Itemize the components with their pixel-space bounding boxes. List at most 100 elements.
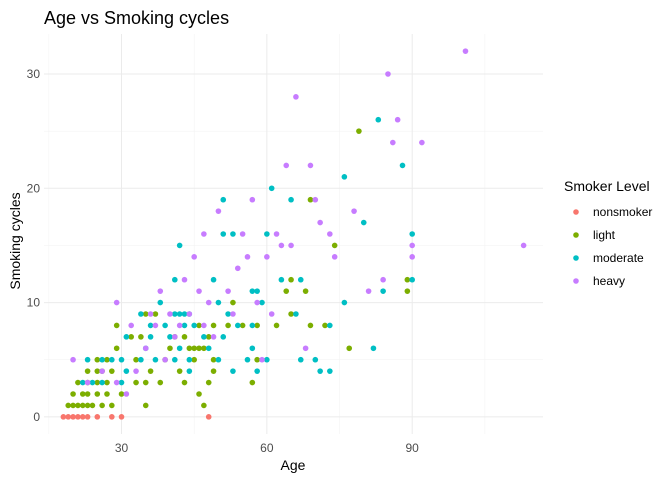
data-point-heavy <box>264 254 270 260</box>
data-point-moderate <box>220 231 227 237</box>
data-point-moderate <box>259 299 265 306</box>
data-point-moderate <box>220 196 227 203</box>
data-point-moderate <box>244 356 251 363</box>
data-point-light <box>181 334 188 340</box>
data-point-heavy <box>162 356 168 363</box>
data-point-moderate <box>99 379 105 386</box>
data-point-light <box>210 356 217 363</box>
data-point-heavy <box>268 311 275 317</box>
data-point-moderate <box>293 311 299 317</box>
data-point-moderate <box>225 311 231 317</box>
x-axis-title: Age <box>281 457 306 473</box>
data-point-light <box>109 368 115 374</box>
data-point-moderate <box>264 231 270 237</box>
legend-key-moderate <box>573 255 579 261</box>
y-axis-title: Smoking cycles <box>7 192 23 289</box>
data-point-moderate <box>297 276 304 283</box>
data-point-moderate <box>205 345 212 352</box>
data-point-light <box>133 379 139 386</box>
data-point-heavy <box>317 219 323 226</box>
data-point-moderate <box>409 276 415 283</box>
x-tick-label: 30 <box>115 441 129 455</box>
data-point-heavy <box>230 311 236 317</box>
data-point-moderate <box>220 334 227 340</box>
data-point-moderate <box>123 334 130 340</box>
data-point-light <box>201 402 207 409</box>
data-point-heavy <box>99 368 105 374</box>
data-point-heavy <box>278 242 285 249</box>
data-point-nonsmoker <box>94 414 101 420</box>
data-point-moderate <box>409 231 415 237</box>
data-point-light <box>84 402 91 409</box>
data-point-heavy <box>249 196 256 203</box>
data-point-moderate <box>360 219 367 226</box>
data-point-light <box>84 368 91 374</box>
data-point-light <box>176 368 183 374</box>
data-point-heavy <box>462 48 469 54</box>
data-point-light <box>196 345 202 352</box>
data-point-moderate <box>317 368 323 374</box>
data-point-heavy <box>419 139 425 146</box>
data-point-moderate <box>147 322 154 329</box>
legend: Smoker Level nonsmoker light moderate heavy <box>564 178 652 288</box>
data-point-light <box>142 402 149 409</box>
data-point-light <box>109 402 115 409</box>
data-point-light <box>186 345 193 352</box>
data-point-moderate <box>268 185 275 192</box>
data-point-heavy <box>172 334 178 340</box>
data-point-moderate <box>138 311 144 317</box>
data-point-light <box>138 334 144 340</box>
y-tick-labels: 0 10 20 30 <box>27 67 41 424</box>
data-point-heavy <box>331 254 338 260</box>
data-point-heavy <box>390 139 396 146</box>
y-tick-label: 10 <box>27 296 41 310</box>
legend-title: Smoker Level <box>564 178 650 194</box>
data-point-nonsmoker <box>65 414 72 420</box>
legend-label-light: light <box>593 228 616 242</box>
data-point-moderate <box>230 231 236 237</box>
data-point-moderate <box>181 311 188 317</box>
data-point-moderate <box>210 276 217 283</box>
data-point-heavy <box>365 288 372 294</box>
data-point-light <box>99 402 105 409</box>
data-point-moderate <box>152 356 159 363</box>
data-point-light <box>94 368 101 374</box>
data-point-heavy <box>327 231 333 237</box>
data-point-heavy <box>302 345 309 352</box>
data-point-heavy <box>288 242 294 249</box>
data-point-nonsmoker <box>60 414 67 420</box>
data-point-moderate <box>123 368 130 374</box>
data-point-moderate <box>118 356 125 363</box>
data-point-light <box>113 322 120 329</box>
data-point-heavy <box>409 254 415 260</box>
data-point-moderate <box>254 288 260 294</box>
data-point-light <box>210 368 217 374</box>
chart-title: Age vs Smoking cycles <box>44 8 229 28</box>
data-point-moderate <box>249 288 256 294</box>
data-point-moderate <box>191 322 197 329</box>
y-tick-label: 30 <box>27 67 41 81</box>
data-point-heavy <box>191 254 197 260</box>
data-point-light <box>302 288 309 294</box>
data-point-light <box>201 345 207 352</box>
data-point-heavy <box>205 299 212 306</box>
data-point-light <box>65 402 72 409</box>
data-point-heavy <box>113 379 120 386</box>
data-point-moderate <box>157 299 164 306</box>
data-point-light <box>133 356 139 363</box>
data-point-light <box>191 356 197 363</box>
data-point-light <box>113 345 120 352</box>
data-point-moderate <box>249 345 256 352</box>
data-point-moderate <box>138 356 144 363</box>
data-point-heavy <box>254 299 260 306</box>
data-point-heavy <box>167 311 173 317</box>
data-point-moderate <box>176 311 183 317</box>
data-point-light <box>307 196 314 203</box>
data-point-light <box>75 379 81 386</box>
data-point-light <box>157 379 164 386</box>
data-point-nonsmoker <box>109 414 115 420</box>
points-layer <box>60 48 527 420</box>
data-point-heavy <box>239 231 246 237</box>
data-point-heavy <box>307 162 314 169</box>
